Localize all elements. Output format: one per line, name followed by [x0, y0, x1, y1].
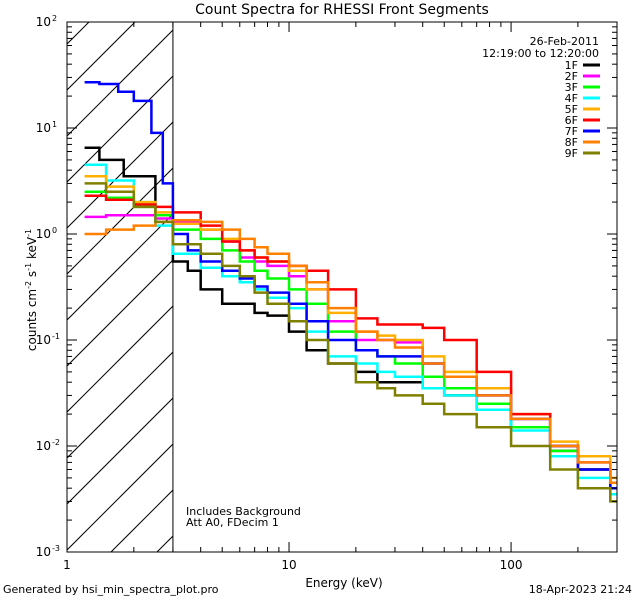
y-tick-label: 10 — [36, 439, 51, 453]
series-line-9F — [84, 182, 617, 503]
hatch-line — [67, 213, 173, 321]
footer-timestamp: 18-Apr-2023 21:24 — [528, 583, 632, 596]
hatch-line — [110, 489, 173, 552]
legend-label-8F: 8F — [565, 136, 578, 149]
observation-date: 26-Feb-2011 — [530, 35, 599, 48]
hatch-line — [67, 397, 173, 505]
hatch-line — [341, 22, 640, 552]
series-line-1F — [84, 146, 617, 490]
footer-generated-by: Generated by hsi_min_spectra_plot.pro — [3, 583, 219, 596]
legend-label-2F: 2F — [565, 70, 578, 83]
legend-label-6F: 6F — [565, 114, 578, 127]
y-tick-label: 10 — [36, 333, 51, 347]
x-tick-label: 100 — [500, 558, 523, 572]
y-tick-label: 10 — [36, 545, 51, 559]
series-line-2F — [84, 214, 617, 485]
hatch-line — [67, 443, 173, 551]
series-lines — [84, 81, 617, 503]
series-line-8F — [84, 218, 617, 485]
y-tick-label: 10 — [36, 15, 51, 29]
legend-label-1F: 1F — [565, 59, 578, 72]
observation-time-range: 12:19:00 to 12:20:00 — [482, 47, 599, 60]
hatch-line — [433, 22, 640, 552]
legend-label-7F: 7F — [565, 125, 578, 138]
chart-title: Count Spectra for RHESSI Front Segments — [195, 2, 489, 18]
hatch-line — [67, 167, 173, 275]
hatch-line — [67, 351, 173, 459]
x-tick-labels: 1 10 100 — [63, 558, 522, 572]
hatch-line — [295, 22, 640, 552]
hatch-line — [571, 22, 640, 552]
legend-label-5F: 5F — [565, 103, 578, 116]
x-tick-label: 10 — [281, 558, 296, 572]
x-tick-label: 1 — [63, 558, 71, 572]
annotation-background: Includes Background — [186, 505, 301, 518]
legend-label-4F: 4F — [565, 92, 578, 105]
y-tick-exponent: 2 — [52, 14, 57, 23]
y-tick-label: 10 — [36, 227, 51, 241]
excluded-region-hatch — [0, 22, 640, 552]
legend-label-3F: 3F — [565, 81, 578, 94]
annotation-attenuator: Att A0, FDecim 1 — [186, 516, 279, 529]
hatch-line — [67, 75, 173, 183]
x-axis-label: Energy (keV) — [305, 576, 382, 590]
hatch-line — [67, 305, 173, 413]
y-tick-exponent: -1 — [52, 332, 60, 341]
hatch-line — [67, 29, 173, 137]
hatch-line — [0, 22, 43, 552]
hatch-line — [479, 22, 640, 552]
series-line-6F — [84, 194, 617, 490]
axis-ticks — [66, 21, 618, 553]
plot-frame — [66, 21, 618, 553]
y-tick-exponent: 1 — [52, 120, 57, 129]
hatch-line — [617, 22, 640, 552]
y-axis-label: counts cm-2 s-1 keV-1 — [24, 229, 39, 351]
hatch-line — [525, 22, 640, 552]
y-tick-exponent: -3 — [52, 544, 60, 553]
y-tick-exponent: -2 — [52, 438, 60, 447]
hatch-line — [387, 22, 640, 552]
y-tick-label: 10 — [36, 121, 51, 135]
legend-label-9F: 9F — [565, 147, 578, 160]
y-tick-exponent: 0 — [52, 226, 57, 235]
hatch-line — [67, 259, 173, 367]
hatch-line — [67, 22, 90, 45]
